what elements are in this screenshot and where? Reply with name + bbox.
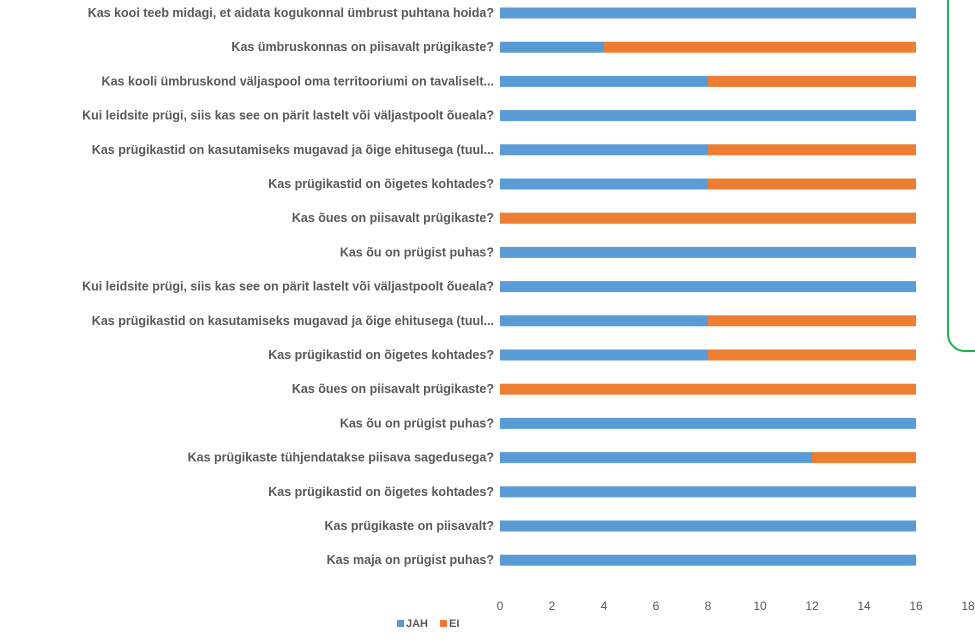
legend-swatch-ei xyxy=(440,620,447,627)
bar-ei xyxy=(708,144,916,156)
bar-jah xyxy=(500,178,708,190)
bar-ei xyxy=(812,452,916,464)
bar-jah xyxy=(500,7,916,19)
x-tick-label: 12 xyxy=(805,599,819,613)
category-label: Kas prügikastid on õigetes kohtades? xyxy=(268,485,494,499)
category-label: Kui leidsite prügi, siis kas see on päri… xyxy=(82,280,494,294)
bar-ei xyxy=(708,315,916,327)
x-tick-label: 8 xyxy=(705,599,712,613)
category-label: Kas õues on piisavalt prügikaste? xyxy=(292,211,494,225)
x-tick-label: 14 xyxy=(857,599,871,613)
legend: JAH EI xyxy=(397,618,459,630)
x-tick-label: 18 xyxy=(961,599,975,613)
category-label: Kas kooli ümbruskond väljaspool oma terr… xyxy=(102,74,494,88)
legend-label-jah: JAH xyxy=(406,618,428,630)
category-label: Kas õu on prügist puhas? xyxy=(340,416,494,430)
bar-jah xyxy=(500,110,916,122)
category-label: Kas prügikaste tühjendatakse piisava sag… xyxy=(188,451,494,465)
bar-ei xyxy=(500,212,916,224)
category-label: Kui leidsite prügi, siis kas see on päri… xyxy=(82,109,494,123)
bar-jah xyxy=(500,144,708,156)
category-label: Kas prügikastid on õigetes kohtades? xyxy=(268,177,494,191)
x-tick-label: 6 xyxy=(653,599,660,613)
bar-jah xyxy=(500,41,604,53)
x-tick-label: 4 xyxy=(601,599,608,613)
legend-swatch-jah xyxy=(397,620,404,627)
category-label: Kas prügikastid on kasutamiseks mugavad … xyxy=(92,314,494,328)
bar-ei xyxy=(708,349,916,361)
bar-jah xyxy=(500,417,916,429)
category-label: Kas prügikastid on õigetes kohtades? xyxy=(268,348,494,362)
bar-jah xyxy=(500,554,916,566)
category-label: Kas ümbruskonnas on piisavalt prügikaste… xyxy=(231,40,494,54)
category-label: Kas kooi teeb midagi, et aidata kogukonn… xyxy=(88,6,494,20)
category-labels: Kas kooi teeb midagi, et aidata kogukonn… xyxy=(82,6,494,567)
legend-label-ei: EI xyxy=(449,618,459,630)
bar-jah xyxy=(500,452,812,464)
category-label: Kas õues on piisavalt prügikaste? xyxy=(292,382,494,396)
bar-jah xyxy=(500,281,916,293)
category-label: Kas õu on prügist puhas? xyxy=(340,245,494,259)
x-tick-label: 0 xyxy=(497,599,504,613)
bar-ei xyxy=(708,178,916,190)
category-label: Kas prügikastid on kasutamiseks mugavad … xyxy=(92,143,494,157)
bar-jah xyxy=(500,349,708,361)
x-tick-label: 10 xyxy=(753,599,767,613)
bar-ei xyxy=(500,383,916,395)
bar-jah xyxy=(500,520,916,532)
bar-ei xyxy=(604,41,916,53)
bars-layer xyxy=(500,7,916,566)
green-bordered-panel xyxy=(947,0,975,352)
bar-jah xyxy=(500,315,708,327)
category-label: Kas prügikaste on piisavalt? xyxy=(325,519,495,533)
x-tick-label: 2 xyxy=(549,599,556,613)
category-label: Kas maja on prügist puhas? xyxy=(327,553,494,567)
x-tick-label: 16 xyxy=(909,599,923,613)
bar-jah xyxy=(500,75,708,87)
x-axis-ticks: 0 2 4 6 8 10 12 14 16 18 xyxy=(497,599,975,613)
bar-jah xyxy=(500,486,916,498)
bar-jah xyxy=(500,246,916,258)
bar-ei xyxy=(708,75,916,87)
